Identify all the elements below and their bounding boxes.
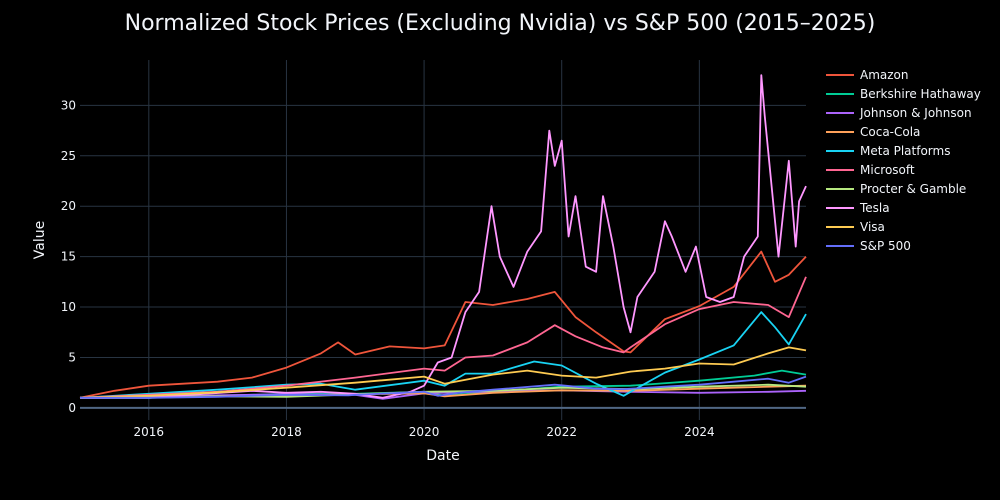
- legend-label: Johnson & Johnson: [859, 106, 972, 120]
- y-tick-label: 30: [61, 98, 76, 112]
- x-tick-label: 2022: [546, 425, 577, 439]
- legend-label: Berkshire Hathaway: [860, 87, 981, 101]
- x-tick-label: 2024: [684, 425, 715, 439]
- series-line-visa: [79, 346, 807, 399]
- legend-item-procter-gamble[interactable]: Procter & Gamble: [826, 182, 966, 196]
- y-tick-label: 5: [68, 350, 76, 364]
- y-tick-label: 10: [61, 300, 76, 314]
- legend-item-meta-platforms[interactable]: Meta Platforms: [826, 144, 950, 158]
- y-axis-ticks: 0 5 10 15 20 25 30: [61, 98, 76, 415]
- legend-label: Tesla: [859, 201, 890, 215]
- legend-item-johnson-johnson[interactable]: Johnson & Johnson: [826, 106, 972, 120]
- x-tick-label: 2016: [134, 425, 165, 439]
- legend-label: S&P 500: [860, 239, 911, 253]
- chart-title: Normalized Stock Prices (Excluding Nvidi…: [125, 11, 876, 36]
- legend-item-amazon[interactable]: Amazon: [826, 68, 909, 82]
- legend-item-visa[interactable]: Visa: [826, 220, 885, 234]
- x-tick-label: 2020: [409, 425, 440, 439]
- legend-item-tesla[interactable]: Tesla: [826, 201, 890, 215]
- series-line-microsoft: [79, 276, 807, 399]
- y-tick-label: 0: [68, 401, 76, 415]
- y-tick-label: 15: [61, 250, 76, 264]
- legend-item-coca-cola[interactable]: Coca-Cola: [826, 125, 920, 139]
- legend-label: Coca-Cola: [860, 125, 920, 139]
- series-line-amazon: [79, 250, 807, 399]
- series-line-s-p-500: [80, 375, 807, 399]
- x-tick-label: 2018: [271, 425, 302, 439]
- x-axis-ticks: 2016 2018 2020 2022 2024: [134, 425, 715, 439]
- legend-label: Meta Platforms: [860, 144, 950, 158]
- legend[interactable]: Amazon Berkshire Hathaway Johnson & Johnso…: [826, 68, 981, 253]
- y-axis-title: Value: [32, 221, 48, 259]
- legend-label: Microsoft: [860, 163, 915, 177]
- grid: [80, 60, 806, 420]
- x-axis-title: Date: [426, 448, 459, 464]
- series-line-tesla: [80, 74, 807, 399]
- legend-item-berkshire-hathaway[interactable]: Berkshire Hathaway: [826, 87, 981, 101]
- legend-item-microsoft[interactable]: Microsoft: [826, 163, 915, 177]
- legend-label: Visa: [860, 220, 885, 234]
- y-tick-label: 25: [61, 149, 76, 163]
- y-tick-label: 20: [61, 199, 76, 213]
- series-lines: [79, 74, 807, 400]
- legend-item-s-p-500[interactable]: S&P 500: [826, 239, 911, 253]
- legend-label: Procter & Gamble: [860, 182, 966, 196]
- legend-label: Amazon: [860, 68, 909, 82]
